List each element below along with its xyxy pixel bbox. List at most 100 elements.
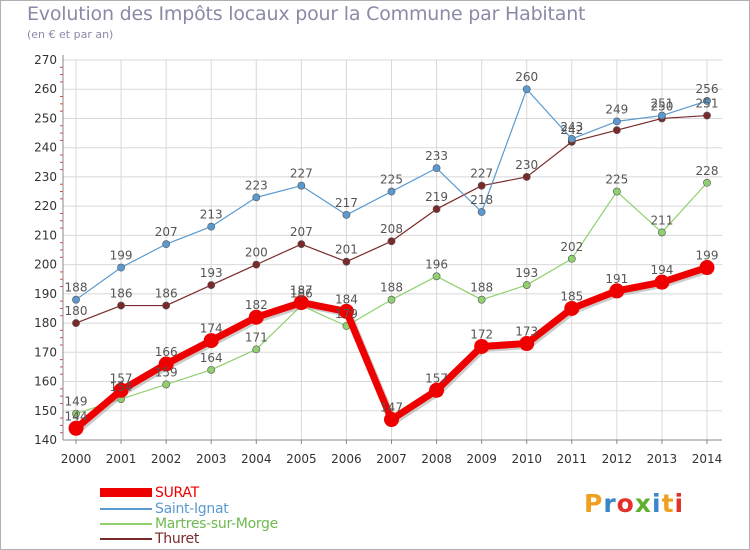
data-label-saint-ignat: 188 <box>65 281 88 295</box>
logo-letter: o <box>616 489 635 518</box>
x-tick-label: 2003 <box>196 452 227 466</box>
data-label-martres-sur-morge: 164 <box>200 351 223 365</box>
data-label-martres-sur-morge: 171 <box>245 330 268 344</box>
data-label-martres-sur-morge: 202 <box>560 240 583 254</box>
data-point-martres-sur-morge <box>703 178 711 187</box>
x-tick-label: 2000 <box>61 452 92 466</box>
data-label-martres-sur-morge: 188 <box>470 281 493 295</box>
chart-subtitle: (en € et par an) <box>27 28 114 41</box>
x-tick-label: 2012 <box>602 452 633 466</box>
axes: 140 150 160 170 180 190 200 210 220 230 240 250 260 2… <box>34 53 722 466</box>
grid-lines <box>63 59 722 440</box>
legend-label-surat: SURAT <box>155 485 199 501</box>
legend-swatch-martres-sur-morge <box>100 523 152 525</box>
data-label-surat: 166 <box>155 345 178 359</box>
logo-letter: x <box>634 489 652 518</box>
data-point-martres-sur-morge <box>612 187 621 196</box>
data-point-saint-ignat <box>703 97 711 105</box>
data-point-thuret <box>477 181 486 190</box>
data-label-surat: 157 <box>110 371 133 385</box>
data-point-saint-ignat <box>117 263 125 272</box>
chart-title: Evolution des Impôts locaux pour la Comm… <box>27 3 586 25</box>
data-point-martres-sur-morge <box>387 295 396 304</box>
data-label-surat: 199 <box>696 249 719 263</box>
data-point-saint-ignat <box>252 193 261 202</box>
data-label-saint-ignat: 223 <box>245 178 268 192</box>
data-point-surat <box>338 303 354 319</box>
data-label-surat: 173 <box>515 325 538 339</box>
data-point-saint-ignat <box>72 295 80 304</box>
y-tick-label: 170 <box>34 345 57 359</box>
data-label-martres-sur-morge: 186 <box>290 287 313 301</box>
data-point-thuret <box>297 240 306 249</box>
data-point-thuret <box>387 237 396 246</box>
data-point-surat <box>384 412 399 428</box>
data-point-martres-sur-morge <box>72 409 80 418</box>
x-tick-label: 2011 <box>557 452 588 466</box>
logo-letter: i <box>674 489 685 518</box>
data-label-surat: 147 <box>380 401 403 415</box>
data-label-martres-sur-morge: 228 <box>696 164 719 178</box>
x-tick-label: 2001 <box>106 452 137 466</box>
data-point-surat <box>564 300 580 316</box>
data-point-saint-ignat <box>207 222 216 231</box>
y-tick-label: 220 <box>34 199 57 213</box>
data-point-surat <box>429 382 445 398</box>
data-label-saint-ignat: 256 <box>696 82 719 96</box>
data-label-saint-ignat: 199 <box>110 249 133 263</box>
x-tick-label: 2010 <box>511 452 542 466</box>
data-label-surat: 174 <box>200 322 223 336</box>
data-label-thuret: 207 <box>290 225 313 239</box>
data-point-martres-sur-morge <box>477 295 486 304</box>
data-label-saint-ignat: 260 <box>515 70 538 84</box>
data-point-saint-ignat <box>658 111 666 120</box>
data-label-saint-ignat: 225 <box>380 173 403 187</box>
data-label-martres-sur-morge: 159 <box>155 365 178 379</box>
data-point-surat <box>203 333 219 349</box>
data-label-surat: 157 <box>425 371 448 385</box>
data-point-surat <box>519 336 535 352</box>
data-point-surat <box>113 382 129 398</box>
legend-label-saint-ignat: Saint-Ignat <box>155 501 229 517</box>
data-label-surat: 184 <box>335 292 358 306</box>
data-label-thuret: 219 <box>425 190 448 204</box>
data-point-martres-sur-morge <box>162 380 171 389</box>
y-tick-label: 160 <box>34 375 57 389</box>
data-label-saint-ignat: 251 <box>650 97 673 111</box>
data-label-martres-sur-morge: 179 <box>335 307 358 321</box>
legend-swatch-thuret <box>100 538 152 540</box>
data-point-saint-ignat <box>522 85 531 94</box>
logo-letter: t <box>661 489 675 518</box>
data-point-thuret <box>703 111 711 120</box>
logo-letter: i <box>652 489 662 518</box>
y-tick-label: 150 <box>34 404 57 418</box>
data-point-thuret <box>522 173 531 181</box>
y-tick-label: 200 <box>34 258 57 272</box>
data-label-martres-sur-morge: 149 <box>65 395 88 409</box>
data-label-thuret: 200 <box>245 246 268 260</box>
data-label-thuret: 186 <box>110 287 133 301</box>
data-label-martres-sur-morge: 211 <box>650 213 673 227</box>
data-point-surat <box>654 274 670 290</box>
data-label-martres-sur-morge: 225 <box>605 173 628 187</box>
data-label-saint-ignat: 213 <box>200 208 223 222</box>
data-point-thuret <box>612 126 621 135</box>
data-label-thuret: 208 <box>380 222 403 236</box>
x-tick-label: 2006 <box>331 452 362 466</box>
data-label-martres-sur-morge: 188 <box>380 281 403 295</box>
data-point-surat <box>68 420 84 436</box>
y-tick-label: 210 <box>34 228 57 242</box>
logo-letter: P <box>584 489 604 518</box>
data-point-surat <box>158 356 174 372</box>
data-point-martres-sur-morge <box>522 281 531 289</box>
x-tick-label: 2013 <box>647 452 678 466</box>
data-label-surat: 172 <box>470 327 493 341</box>
data-point-martres-sur-morge <box>658 228 666 237</box>
y-tick-label: 140 <box>34 433 57 447</box>
legend-swatch-saint-ignat <box>100 508 152 510</box>
data-point-thuret <box>342 257 351 266</box>
data-label-thuret: 250 <box>650 99 673 113</box>
